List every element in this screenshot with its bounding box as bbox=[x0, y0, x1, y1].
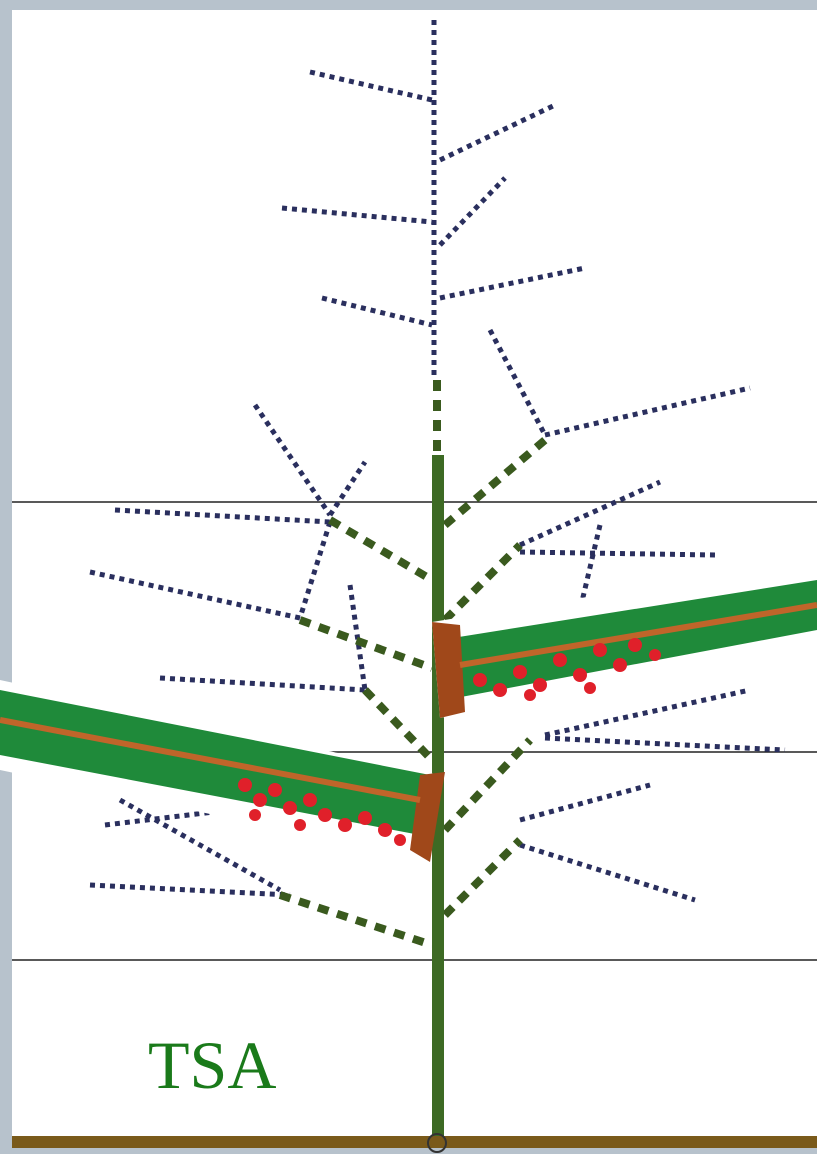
label: TSA bbox=[148, 1027, 276, 1103]
ground bbox=[12, 1136, 817, 1148]
panel bbox=[12, 10, 817, 1142]
diagram: TSA bbox=[0, 0, 817, 1154]
